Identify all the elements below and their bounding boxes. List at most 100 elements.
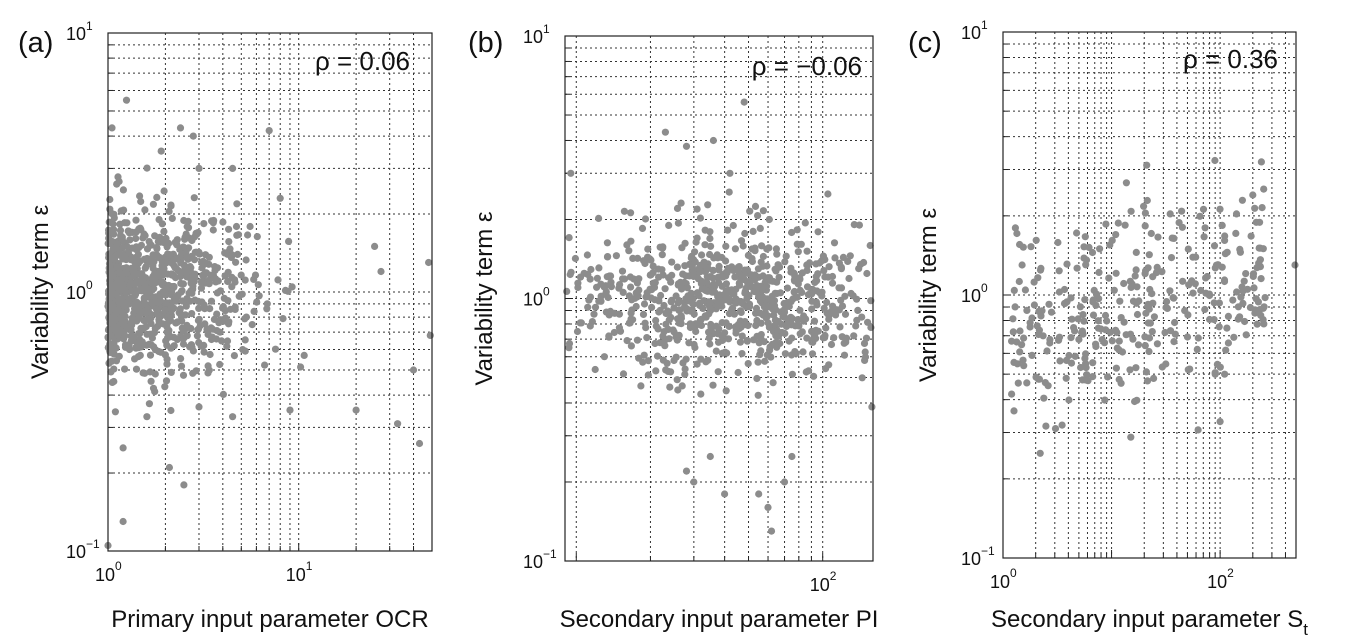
data-point: [1162, 303, 1170, 312]
data-point: [721, 490, 729, 498]
data-point: [732, 299, 740, 307]
correlation-annotation: ρ = 0.06: [315, 46, 410, 76]
data-point: [1082, 364, 1090, 372]
data-point: [1257, 158, 1265, 166]
y-tick-exponent: −1: [981, 544, 995, 558]
data-point: [683, 284, 692, 292]
data-point: [1144, 303, 1152, 311]
data-point: [127, 256, 135, 264]
data-point: [734, 321, 743, 329]
data-point: [254, 281, 262, 289]
panel-letter: (a): [18, 27, 53, 59]
x-tick-exponent: 2: [1227, 566, 1234, 580]
data-point: [216, 287, 224, 295]
data-point: [159, 278, 167, 286]
data-point: [722, 272, 730, 280]
data-point: [1153, 340, 1161, 348]
data-point: [794, 248, 802, 256]
data-point: [729, 221, 737, 230]
data-point: [810, 331, 818, 339]
data-point: [233, 200, 241, 208]
data-point: [146, 351, 155, 359]
data-point: [216, 360, 224, 369]
data-point: [179, 280, 187, 288]
data-point: [756, 224, 764, 232]
data-point: [754, 391, 762, 399]
data-point: [1257, 275, 1265, 283]
data-point: [188, 310, 196, 318]
data-point: [114, 276, 122, 284]
data-point: [725, 188, 733, 196]
data-point: [823, 298, 831, 306]
data-point: [195, 403, 203, 411]
data-point: [1250, 284, 1258, 292]
data-point: [1030, 278, 1038, 286]
data-point: [838, 302, 847, 310]
data-point: [1056, 357, 1064, 365]
data-point: [808, 290, 816, 298]
data-point: [1141, 342, 1149, 350]
data-point: [1211, 156, 1219, 165]
data-point: [646, 285, 654, 293]
data-point: [619, 370, 628, 378]
data-point: [105, 268, 113, 276]
data-point: [753, 332, 761, 340]
data-point: [746, 207, 754, 215]
data-point: [1205, 290, 1213, 298]
data-point: [1088, 248, 1097, 257]
data-point: [1221, 370, 1229, 378]
data-point: [1187, 278, 1195, 286]
data-point: [670, 356, 678, 365]
data-point: [162, 299, 170, 307]
data-point: [205, 280, 213, 288]
data-point: [1055, 288, 1063, 296]
data-point: [286, 406, 294, 414]
data-point: [234, 231, 243, 239]
data-point: [754, 212, 762, 220]
data-point: [188, 252, 196, 260]
data-point: [1103, 317, 1111, 325]
data-point: [1112, 364, 1120, 372]
data-point: [644, 371, 652, 379]
data-point: [785, 302, 793, 311]
data-point: [204, 362, 212, 370]
data-point: [1051, 425, 1060, 433]
data-point: [1241, 317, 1249, 326]
data-point: [112, 290, 120, 298]
data-point: [206, 350, 214, 359]
panel-letter: (b): [468, 27, 503, 59]
data-point: [147, 377, 155, 385]
data-point: [155, 254, 163, 262]
data-point: [730, 290, 738, 298]
data-point: [115, 269, 123, 277]
data-point: [1194, 334, 1202, 342]
data-point: [1101, 311, 1110, 320]
data-point: [1009, 315, 1017, 323]
data-point: [131, 292, 139, 300]
data-point: [793, 240, 801, 248]
data-point: [780, 478, 789, 486]
data-point: [1161, 328, 1169, 337]
data-point: [706, 250, 714, 259]
data-point: [265, 127, 273, 135]
data-point: [1203, 272, 1211, 281]
data-point: [627, 283, 635, 291]
y-tick-base: 10: [66, 542, 86, 562]
data-point: [1178, 223, 1186, 231]
data-point: [837, 263, 845, 271]
data-point: [200, 220, 208, 228]
data-point: [1150, 374, 1158, 382]
data-point: [644, 245, 652, 253]
data-point: [674, 386, 682, 394]
data-point: [682, 272, 690, 280]
data-point: [783, 284, 792, 292]
y-tick-exponent: −1: [543, 547, 557, 561]
data-point: [219, 390, 227, 398]
data-point: [735, 263, 743, 271]
data-point: [580, 269, 588, 277]
data-point: [654, 325, 662, 333]
data-point: [665, 335, 673, 343]
data-point: [1142, 368, 1150, 376]
data-point: [590, 310, 598, 318]
